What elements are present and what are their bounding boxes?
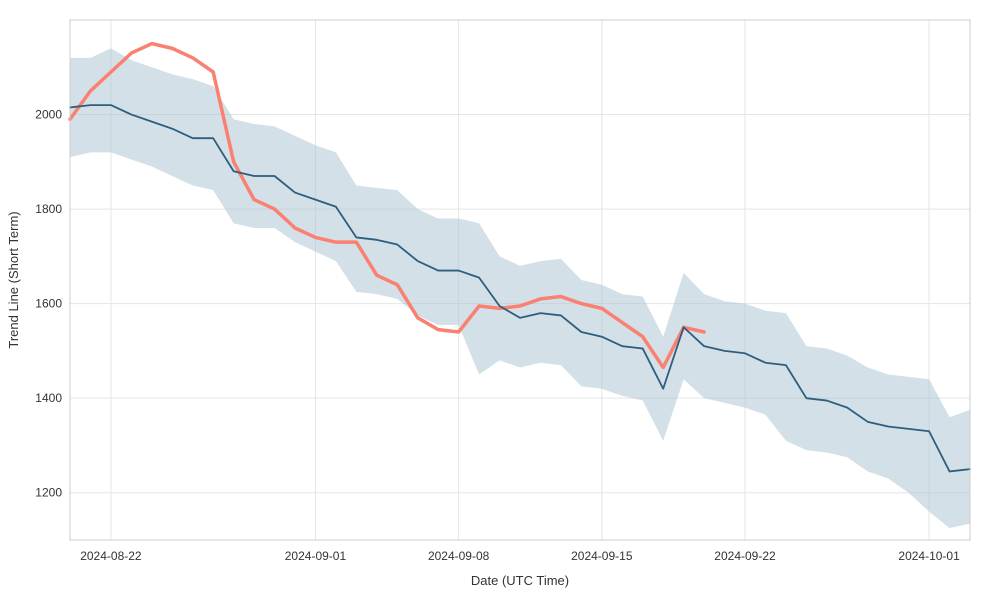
- x-tick-label: 2024-10-01: [898, 549, 960, 563]
- y-tick-label: 1200: [35, 486, 62, 500]
- x-tick-label: 2024-09-15: [571, 549, 633, 563]
- x-axis-label: Date (UTC Time): [471, 573, 569, 588]
- x-tick-label: 2024-09-22: [714, 549, 776, 563]
- chart-svg: 1200 1400 1600 1800 2000 2024-08-22 2024-09-01…: [0, 0, 1000, 600]
- y-tick-label: 1600: [35, 297, 62, 311]
- y-tick-label: 1800: [35, 202, 62, 216]
- y-tick-label: 2000: [35, 108, 62, 122]
- y-axis-label: Trend Line (Short Term): [6, 211, 21, 348]
- y-tick-label: 1400: [35, 391, 62, 405]
- x-tick-label: 2024-08-22: [80, 549, 142, 563]
- confidence-band: [70, 48, 970, 528]
- x-tick-label: 2024-09-01: [285, 549, 347, 563]
- x-tick-label: 2024-09-08: [428, 549, 490, 563]
- trend-chart: 1200 1400 1600 1800 2000 2024-08-22 2024-09-01…: [0, 0, 1000, 600]
